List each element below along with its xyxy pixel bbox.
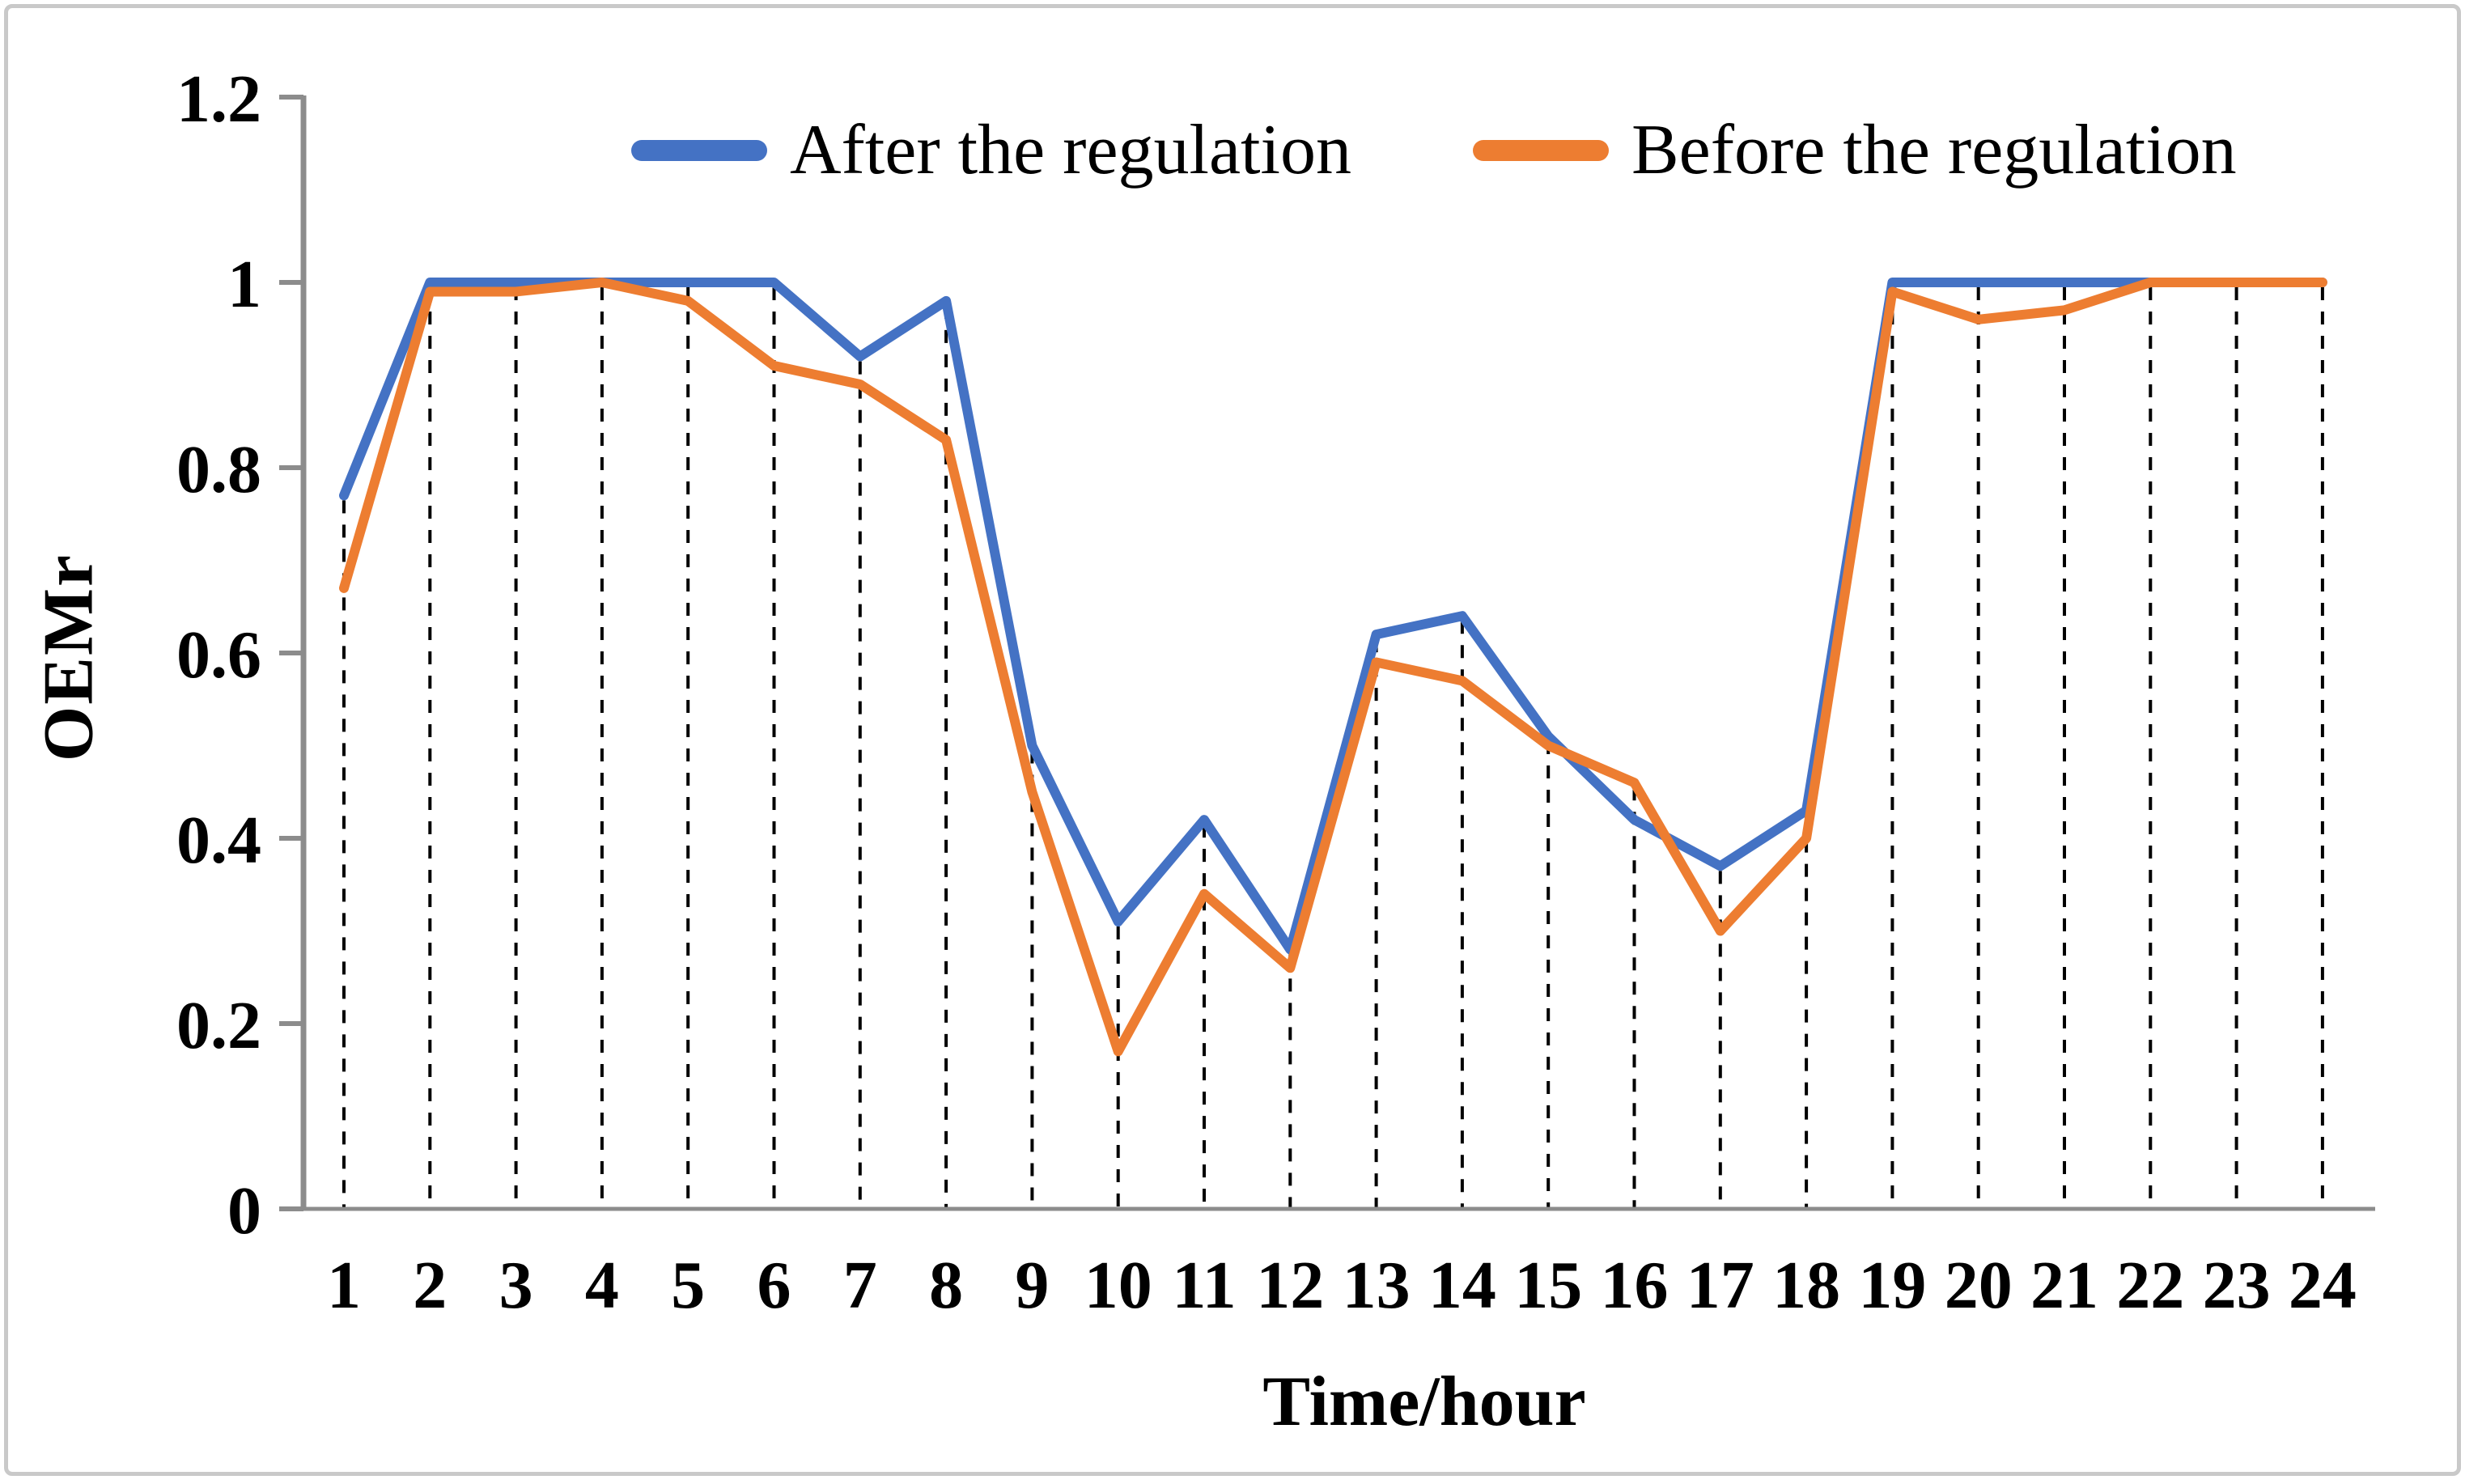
plot-area: 00.20.40.60.811.21 2 3 4 5 6 7 8 9 10 11 12 13 14 15 16… bbox=[176, 61, 2375, 1323]
x-tick-label: 15 bbox=[1514, 1248, 1582, 1323]
legend-label-after: After the regulation bbox=[790, 111, 1351, 189]
x-tick-label: 20 bbox=[1945, 1248, 2013, 1323]
x-tick-label: 18 bbox=[1772, 1248, 1840, 1323]
y-tick-label: 0 bbox=[227, 1173, 261, 1249]
x-tick-label: 23 bbox=[2203, 1248, 2271, 1323]
x-tick-label: 7 bbox=[843, 1248, 877, 1323]
x-tick-label: 21 bbox=[2030, 1248, 2098, 1323]
x-tick-label: 16 bbox=[1601, 1248, 1669, 1323]
y-tick-label: 1 bbox=[227, 247, 261, 322]
x-tick-label: 17 bbox=[1686, 1248, 1754, 1323]
x-tick-label: 3 bbox=[499, 1248, 533, 1323]
legend-item-before: Before the regulation bbox=[1472, 111, 2237, 189]
x-tick-label: 22 bbox=[2116, 1248, 2184, 1323]
x-tick-label: 10 bbox=[1084, 1248, 1152, 1323]
x-tick-label: 8 bbox=[929, 1248, 963, 1323]
x-tick-label: 11 bbox=[1172, 1248, 1236, 1323]
x-tick-label: 6 bbox=[757, 1248, 791, 1323]
y-tick-label: 0.2 bbox=[176, 988, 261, 1063]
x-tick-label: 5 bbox=[671, 1248, 705, 1323]
series-line-after bbox=[339, 278, 2327, 955]
y-axis-title: OEMr bbox=[29, 553, 108, 762]
y-tick-label: 0.8 bbox=[176, 432, 261, 507]
x-tick-label: 2 bbox=[413, 1248, 447, 1323]
chart-figure: 0 0.2 0.4 0.6 0.8 1 1.2 1 2 3 4 5 6 7 8 9 10 11 12 13 14 15 16… bbox=[4, 4, 2461, 1476]
before-series-swatch bbox=[1472, 140, 1609, 161]
x-tick-label: 19 bbox=[1858, 1248, 1926, 1323]
x-tick-label: 1 bbox=[327, 1248, 361, 1323]
x-tick-label: 14 bbox=[1428, 1248, 1496, 1323]
x-tick-label: 13 bbox=[1343, 1248, 1411, 1323]
x-tick-label: 9 bbox=[1015, 1248, 1049, 1323]
series-line-before bbox=[339, 278, 2327, 1057]
y-tick-label: 1.2 bbox=[176, 61, 261, 137]
legend-label-before: Before the regulation bbox=[1631, 111, 2237, 189]
y-tick-label: 0.4 bbox=[176, 803, 261, 878]
y-tick-label: 0.6 bbox=[176, 617, 261, 693]
legend-item-after: After the regulation bbox=[631, 115, 1351, 186]
after-series-swatch bbox=[631, 140, 767, 161]
x-axis-title: Time/hour bbox=[1262, 1363, 1586, 1441]
x-tick-label: 24 bbox=[2289, 1248, 2357, 1323]
x-tick-label: 4 bbox=[585, 1248, 619, 1323]
legend: After the regulation Before the regulati… bbox=[631, 115, 2237, 186]
x-tick-label: 12 bbox=[1256, 1248, 1324, 1323]
